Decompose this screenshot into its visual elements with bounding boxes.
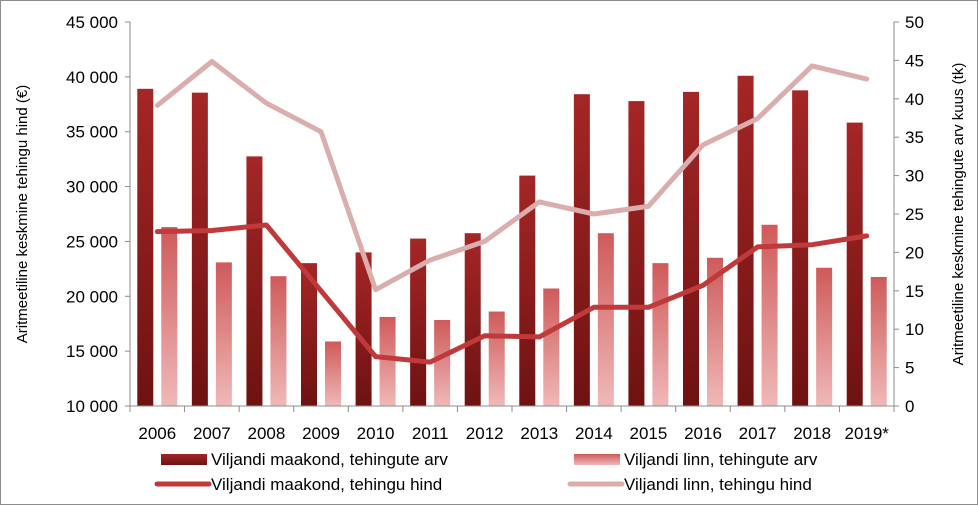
bar-maakond-arv bbox=[191, 92, 208, 406]
y-axis-left-title: Aritmeetiline keskmine tehingu hind (€) bbox=[14, 85, 31, 343]
y-right-tick-label: 15 bbox=[905, 282, 924, 301]
y-left-tick-label: 10 000 bbox=[66, 397, 118, 416]
y-right-tick-label: 20 bbox=[905, 243, 924, 262]
bar-maakond-arv bbox=[355, 252, 372, 406]
bar-linn-arv bbox=[379, 316, 396, 406]
line-maakond-hind bbox=[154, 222, 870, 365]
bar-maakond-arv bbox=[246, 156, 263, 406]
bar-linn-arv bbox=[434, 319, 451, 406]
legend-maakond-arv-swatch bbox=[161, 454, 207, 465]
bar-maakond-arv bbox=[137, 88, 154, 406]
bar-maakond-arv bbox=[737, 75, 754, 406]
bar-linn-arv bbox=[707, 257, 723, 406]
bar-maakond-arv bbox=[519, 175, 536, 406]
x-tick-label: 2014 bbox=[575, 424, 613, 443]
y-left-tick-label: 40 000 bbox=[66, 68, 118, 87]
x-tick-label: 2013 bbox=[520, 424, 558, 443]
x-tick-label: 2017 bbox=[739, 424, 777, 443]
y-left-tick-label: 30 000 bbox=[66, 178, 118, 197]
x-tick-label: 2018 bbox=[793, 424, 831, 443]
bar-linn-arv bbox=[161, 227, 178, 406]
bar-linn-arv bbox=[215, 262, 232, 406]
x-tick-label: 2019* bbox=[844, 424, 889, 443]
y-right-tick-label: 10 bbox=[905, 320, 924, 339]
legend-linn-arv-label: Viljandi linn, tehingute arv bbox=[624, 450, 818, 469]
y-right-tick-label: 50 bbox=[905, 13, 924, 32]
y-left-tick-label: 45 000 bbox=[66, 13, 118, 32]
legend-linn-hind-label: Viljandi linn, tehingu hind bbox=[624, 475, 812, 494]
y-right-tick-label: 0 bbox=[905, 397, 914, 416]
y-right-tick-label: 25 bbox=[905, 205, 924, 224]
x-tick-label: 2015 bbox=[630, 424, 668, 443]
bar-maakond-arv bbox=[683, 91, 699, 406]
x-tick-label: 2016 bbox=[684, 424, 722, 443]
bar-linn-arv bbox=[597, 233, 614, 406]
legend-linn-arv-swatch bbox=[574, 454, 620, 465]
line-linn-hind bbox=[154, 59, 870, 293]
y-right-tick-label: 30 bbox=[905, 167, 924, 186]
x-tick-label: 2012 bbox=[466, 424, 504, 443]
bar-maakond-arv bbox=[628, 101, 645, 406]
y-right-tick-label: 45 bbox=[905, 51, 924, 70]
bar-maakond-arv bbox=[846, 122, 863, 406]
bar-linn-arv bbox=[761, 224, 778, 406]
x-tick-label: 2006 bbox=[138, 424, 176, 443]
bar-maakond-arv bbox=[301, 263, 317, 406]
bar-maakond-arv bbox=[573, 94, 590, 406]
bar-linn-arv bbox=[543, 288, 560, 406]
legend-maakond-hind-label: Viljandi maakond, tehingu hind bbox=[211, 475, 442, 494]
bar-linn-arv bbox=[488, 311, 505, 406]
y-left-tick-label: 25 000 bbox=[66, 232, 118, 251]
bar-maakond-arv bbox=[464, 233, 481, 406]
x-tick-label: 2011 bbox=[412, 424, 449, 443]
bar-linn-arv bbox=[270, 276, 287, 406]
y-left-tick-label: 15 000 bbox=[66, 342, 118, 361]
bar-maakond-arv bbox=[410, 238, 427, 406]
y-left-tick-label: 20 000 bbox=[66, 287, 118, 306]
y-axis-right-title: Aritmeetiline keskmine tehingute arv kuu… bbox=[950, 63, 967, 366]
y-right-tick-label: 5 bbox=[905, 359, 914, 378]
bar-linn-arv bbox=[816, 267, 833, 406]
bar-linn-arv bbox=[652, 263, 669, 406]
x-tick-label: 2009 bbox=[302, 424, 340, 443]
x-tick-label: 2008 bbox=[248, 424, 286, 443]
legend-maakond-arv-label: Viljandi maakond, tehingute arv bbox=[211, 450, 448, 469]
x-tick-label: 2007 bbox=[193, 424, 231, 443]
bar-linn-arv bbox=[870, 276, 887, 406]
y-right-tick-label: 35 bbox=[905, 128, 924, 147]
x-tick-label: 2010 bbox=[357, 424, 395, 443]
bar-linn-arv bbox=[325, 341, 341, 406]
y-left-tick-label: 35 000 bbox=[66, 123, 118, 142]
y-right-tick-label: 40 bbox=[905, 90, 924, 109]
bar-maakond-arv bbox=[792, 90, 809, 407]
